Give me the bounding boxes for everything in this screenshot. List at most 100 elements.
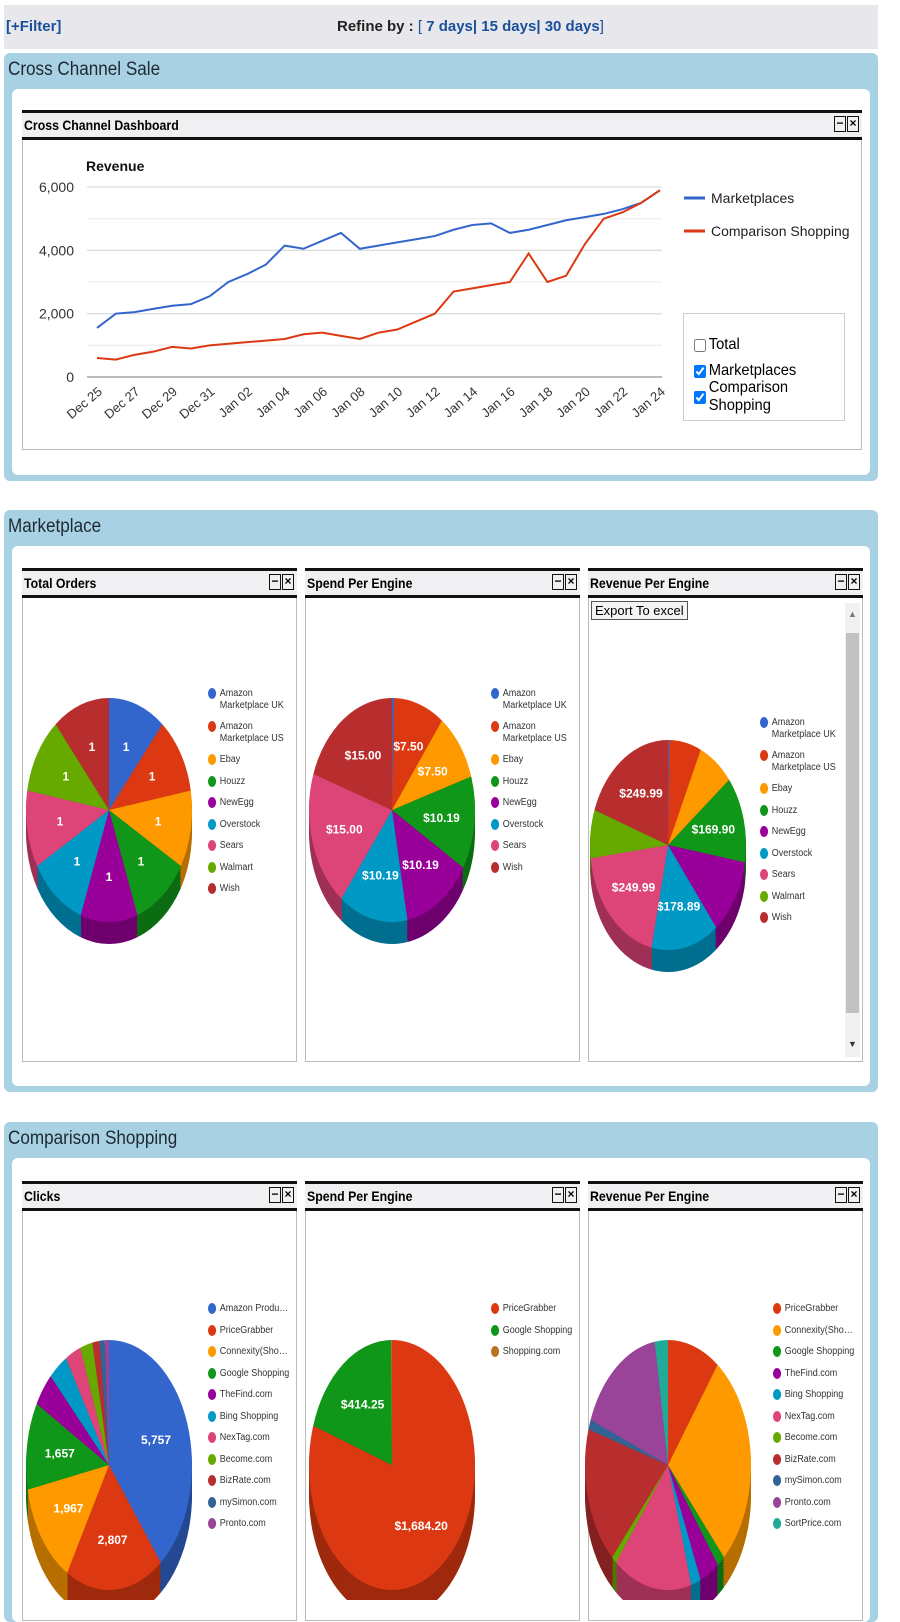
refine-30-days[interactable]: 30 days xyxy=(544,18,600,35)
legend-item[interactable]: NexTag.com xyxy=(208,1432,291,1444)
legend-item[interactable]: Bing Shopping xyxy=(208,1410,291,1423)
legend-item[interactable]: Pronto.com xyxy=(773,1496,856,1509)
widget-header: Cross Channel Dashboard − × xyxy=(22,110,862,140)
legend-item[interactable]: Ebay xyxy=(491,754,572,766)
toggle-marketplaces[interactable]: Marketplaces xyxy=(694,358,832,384)
minimize-icon[interactable]: − xyxy=(834,116,846,132)
legend-item[interactable]: Houzz xyxy=(208,775,289,788)
x-tick-label: Jan 16 xyxy=(478,384,518,421)
legend-item[interactable]: Amazon Product Ads xyxy=(208,1303,291,1315)
legend-item[interactable]: Shopping.com xyxy=(491,1346,574,1358)
legend-dot-icon xyxy=(760,783,769,794)
legend-item[interactable]: Amazon Marketplace US xyxy=(491,721,572,744)
x-tick-label: Dec 27 xyxy=(101,384,142,422)
legend-item[interactable]: PriceGrabber xyxy=(491,1303,574,1315)
legend-item[interactable]: NewEgg xyxy=(491,797,572,809)
legend-item[interactable]: PriceGrabber xyxy=(208,1324,291,1337)
legend-item[interactable]: Sears xyxy=(491,840,572,852)
legend-item[interactable]: TheFind.com xyxy=(208,1389,291,1401)
legend-item[interactable]: PriceGrabber xyxy=(773,1303,856,1315)
minimize-icon[interactable]: − xyxy=(552,1187,564,1203)
legend-item[interactable]: Wish xyxy=(208,883,289,895)
close-icon[interactable]: × xyxy=(847,116,859,132)
legend-item[interactable]: BizRate.com xyxy=(773,1453,856,1466)
legend-item[interactable]: Walmart xyxy=(208,861,289,874)
x-tick-label: Jan 20 xyxy=(553,384,593,421)
legend-item[interactable]: NewEgg xyxy=(208,797,289,809)
scrollbar[interactable]: ▲ ▼ xyxy=(845,603,860,1057)
add-filter-link[interactable]: [+Filter] xyxy=(6,18,62,35)
legend-dot-icon xyxy=(491,721,500,732)
comparison-shopping-checkbox[interactable] xyxy=(694,390,706,404)
toggle-comparison-shopping[interactable]: Comparison Shopping xyxy=(694,379,832,414)
legend-label: Wish xyxy=(502,861,523,873)
legend-item[interactable]: Wish xyxy=(491,861,572,874)
legend-item[interactable]: NexTag.com xyxy=(773,1410,856,1423)
legend-item[interactable]: Walmart xyxy=(760,890,841,903)
pie-legend: PriceGrabber Connexity(Shopzilla) Google S… xyxy=(773,1303,865,1540)
legend-label: Walmart xyxy=(219,861,253,873)
legend-item[interactable]: Google Shopping xyxy=(773,1346,856,1358)
legend-item[interactable]: mySimon.com xyxy=(773,1475,856,1487)
legend-item[interactable]: mySimon.com xyxy=(208,1496,291,1509)
separator: | xyxy=(536,18,541,35)
x-tick-label: Jan 14 xyxy=(441,384,481,421)
legend-item[interactable]: Overstock xyxy=(208,818,289,831)
legend-label: Amazon Marketplace US xyxy=(502,721,567,744)
x-tick-label: Jan 04 xyxy=(253,384,293,421)
minimize-icon[interactable]: − xyxy=(269,574,281,590)
legend-label: Amazon Marketplace UK xyxy=(771,717,836,740)
legend-item[interactable]: Houzz xyxy=(760,804,841,817)
legend-label: Bing Shopping xyxy=(784,1389,844,1400)
legend-item[interactable]: Google Shopping xyxy=(208,1367,291,1380)
scroll-up-icon[interactable]: ▲ xyxy=(848,609,857,619)
legend-item[interactable]: Become.com xyxy=(208,1453,291,1466)
scrollbar-thumb[interactable] xyxy=(846,633,859,1013)
legend-item[interactable]: Connexity(Shopzilla) xyxy=(773,1324,856,1337)
legend-label: Sears xyxy=(502,840,527,851)
legend-item[interactable]: Houzz xyxy=(491,775,572,788)
refine-7-days[interactable]: 7 days xyxy=(426,18,473,35)
legend-item[interactable]: Ebay xyxy=(208,754,289,766)
legend-dot-icon xyxy=(208,818,217,830)
total-checkbox[interactable] xyxy=(694,338,706,352)
minimize-icon[interactable]: − xyxy=(552,574,564,590)
legend-item[interactable]: Overstock xyxy=(760,847,841,860)
legend-item[interactable]: NewEgg xyxy=(760,826,841,838)
export-to-excel-button[interactable]: Export To excel xyxy=(591,601,688,620)
legend-item[interactable]: Wish xyxy=(760,912,841,924)
close-icon[interactable]: × xyxy=(565,574,577,590)
legend-item[interactable]: Amazon Marketplace UK xyxy=(760,717,841,740)
legend-item[interactable]: Amazon Marketplace UK xyxy=(208,688,289,711)
legend-item[interactable]: Amazon Marketplace UK xyxy=(491,688,572,711)
scroll-down-icon[interactable]: ▼ xyxy=(848,1039,857,1049)
x-tick-label: Jan 02 xyxy=(216,384,256,421)
legend-item[interactable]: Amazon Marketplace US xyxy=(208,721,289,744)
legend-item[interactable]: Amazon Marketplace US xyxy=(760,750,841,773)
close-icon[interactable]: × xyxy=(848,574,860,590)
toggle-total[interactable]: Total xyxy=(694,332,832,358)
minimize-icon[interactable]: − xyxy=(835,1187,847,1203)
legend-item[interactable]: Connexity(Shopzilla) xyxy=(208,1346,291,1358)
close-icon[interactable]: × xyxy=(282,574,294,590)
legend-item[interactable]: Bing Shopping xyxy=(773,1389,856,1401)
legend-item[interactable]: Sears xyxy=(208,840,289,852)
close-icon[interactable]: × xyxy=(282,1187,294,1203)
minimize-icon[interactable]: − xyxy=(269,1187,281,1203)
legend-item[interactable]: Ebay xyxy=(760,783,841,795)
legend-dot-icon xyxy=(208,883,217,894)
refine-15-days[interactable]: 15 days xyxy=(481,18,537,35)
marketplaces-checkbox[interactable] xyxy=(694,364,706,378)
legend-item[interactable]: Pronto.com xyxy=(208,1518,291,1530)
close-icon[interactable]: × xyxy=(565,1187,577,1203)
legend-item[interactable]: Overstock xyxy=(491,818,572,831)
legend-item[interactable]: Google Shopping xyxy=(491,1324,574,1337)
x-tick-label: Dec 25 xyxy=(64,384,105,422)
legend-item[interactable]: Become.com xyxy=(773,1432,856,1444)
minimize-icon[interactable]: − xyxy=(835,574,847,590)
close-icon[interactable]: × xyxy=(848,1187,860,1203)
legend-item[interactable]: Sears xyxy=(760,869,841,881)
legend-item[interactable]: SortPrice.com xyxy=(773,1518,856,1530)
legend-item[interactable]: TheFind.com xyxy=(773,1367,856,1380)
legend-item[interactable]: BizRate.com xyxy=(208,1475,291,1487)
